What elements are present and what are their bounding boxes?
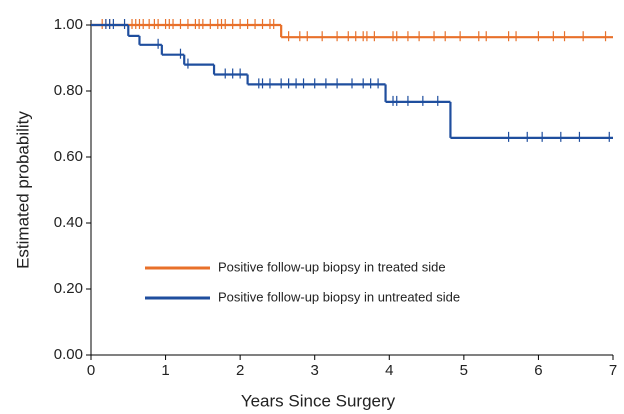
y-tick-label: 1.00 [54, 16, 83, 33]
legend-label: Positive follow-up biopsy in untreated s… [218, 289, 460, 304]
y-tick-label: 0.20 [54, 280, 83, 297]
y-tick-label: 0.40 [54, 214, 83, 231]
x-tick-label: 1 [161, 362, 169, 379]
y-tick-label: 0.80 [54, 82, 83, 99]
x-tick-label: 4 [385, 362, 393, 379]
x-tick-label: 7 [609, 362, 617, 379]
x-axis-label: Years Since Surgery [241, 391, 396, 410]
legend-label: Positive follow-up biopsy in treated sid… [218, 259, 446, 274]
x-tick-label: 2 [236, 362, 244, 379]
y-tick-label: 0.60 [54, 148, 83, 165]
x-tick-label: 0 [87, 362, 95, 379]
y-axis-label: Estimated probability [13, 111, 32, 269]
x-tick-label: 5 [460, 362, 468, 379]
x-tick-label: 6 [534, 362, 542, 379]
x-tick-label: 3 [311, 362, 319, 379]
y-tick-label: 0.00 [54, 346, 83, 363]
